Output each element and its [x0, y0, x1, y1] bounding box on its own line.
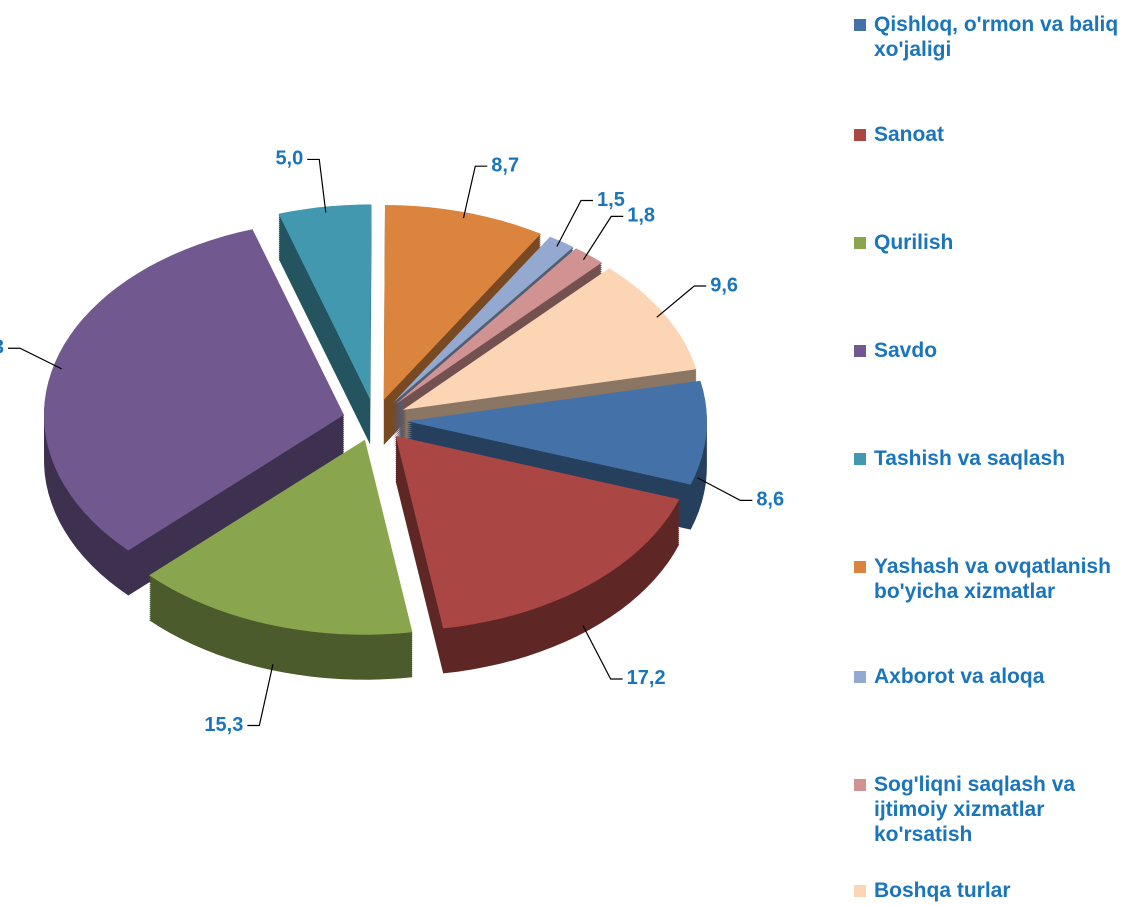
leader-line	[8, 347, 62, 370]
leader-line	[582, 625, 623, 680]
legend-item: Sanoat	[852, 122, 1132, 147]
leader-line	[697, 477, 753, 501]
legend-item: Sog'liqni saqlash va ijtimoiy xizmatlar …	[852, 772, 1132, 847]
legend-swatch	[854, 129, 866, 141]
leader-line	[307, 158, 327, 213]
value-label: 17,2	[627, 667, 666, 689]
pie-area: 8,6 17,2 15,3 32,3 5,0 8,7 1,51,8 9,6	[0, 148, 784, 736]
legend-label: Tashish va saqlash	[874, 447, 1066, 470]
legend-swatch	[854, 19, 866, 31]
value-label: 8,6	[756, 489, 784, 511]
leader-line	[462, 165, 488, 219]
value-label: 8,7	[491, 154, 519, 176]
legend-label: Savdo	[874, 339, 938, 362]
legend-item: Axborot va aloqa	[852, 664, 1132, 689]
slice	[149, 439, 413, 635]
legend-swatch	[854, 345, 866, 357]
legend-item: Savdo	[852, 338, 1132, 363]
leader-line	[582, 215, 624, 260]
legend-item: Qurilish	[852, 230, 1132, 255]
value-label: 32,3	[0, 337, 4, 359]
value-label: 1,5	[597, 189, 625, 211]
value-label: 1,8	[627, 205, 655, 227]
legend-swatch	[854, 561, 866, 573]
legend-item: Tashish va saqlash	[852, 446, 1132, 471]
legend-label: Boshqa turlar	[874, 879, 1011, 902]
value-label: 15,3	[204, 714, 243, 736]
legend-label: Qishloq, o'rmon va baliq xo'jaligi	[874, 13, 1119, 61]
leader-line	[556, 199, 594, 247]
value-label: 5,0	[275, 148, 303, 170]
slice	[406, 380, 707, 485]
slice	[44, 229, 344, 551]
value-label: 9,6	[710, 274, 738, 296]
slice	[395, 248, 602, 405]
legend-label: Axborot va aloqa	[874, 665, 1045, 688]
legend-item: Boshqa turlar	[852, 878, 1132, 903]
legend-swatch	[854, 779, 866, 791]
legend-label: Yashash va ovqatlanish bo'yicha xizmatla…	[874, 555, 1111, 603]
legend-label: Sog'liqni saqlash va ijtimoiy xizmatlar …	[874, 773, 1076, 846]
legend-item: Qishloq, o'rmon va baliq xo'jaligi	[852, 12, 1132, 62]
slice	[402, 268, 697, 410]
slice	[383, 205, 541, 400]
legend-swatch	[854, 885, 866, 897]
legend-label: Sanoat	[874, 123, 945, 146]
leader-line	[656, 285, 707, 318]
legend-swatch	[854, 671, 866, 683]
slice	[278, 204, 372, 400]
slice	[393, 236, 574, 403]
legend-label: Qurilish	[874, 231, 954, 254]
legend-swatch	[854, 453, 866, 465]
slice	[395, 435, 680, 629]
legend-swatch	[854, 237, 866, 249]
legend-item: Yashash va ovqatlanish bo'yicha xizmatla…	[852, 554, 1132, 604]
leader-line	[247, 664, 274, 727]
